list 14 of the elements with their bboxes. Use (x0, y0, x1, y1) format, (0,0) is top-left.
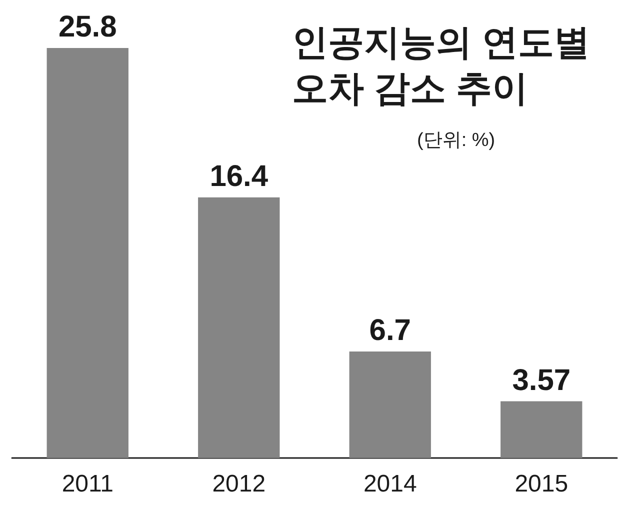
bar (46, 48, 128, 458)
data-label: 6.7 (369, 314, 411, 348)
chart-title: 인공지능의 연도별 오차 감소 추이 (292, 22, 590, 108)
x-tick-label: 2011 (62, 470, 114, 498)
text: (단위: %) (417, 130, 496, 151)
data-label: 16.4 (210, 160, 268, 193)
x-tick-label: 2015 (514, 470, 568, 498)
x-tick-label: 2012 (212, 470, 266, 498)
x-tick-label: 2014 (363, 470, 417, 498)
bar (500, 401, 582, 458)
bar (198, 197, 280, 458)
data-label: 25.8 (58, 10, 117, 44)
data-label: 3.57 (512, 364, 571, 397)
bar (349, 352, 431, 458)
